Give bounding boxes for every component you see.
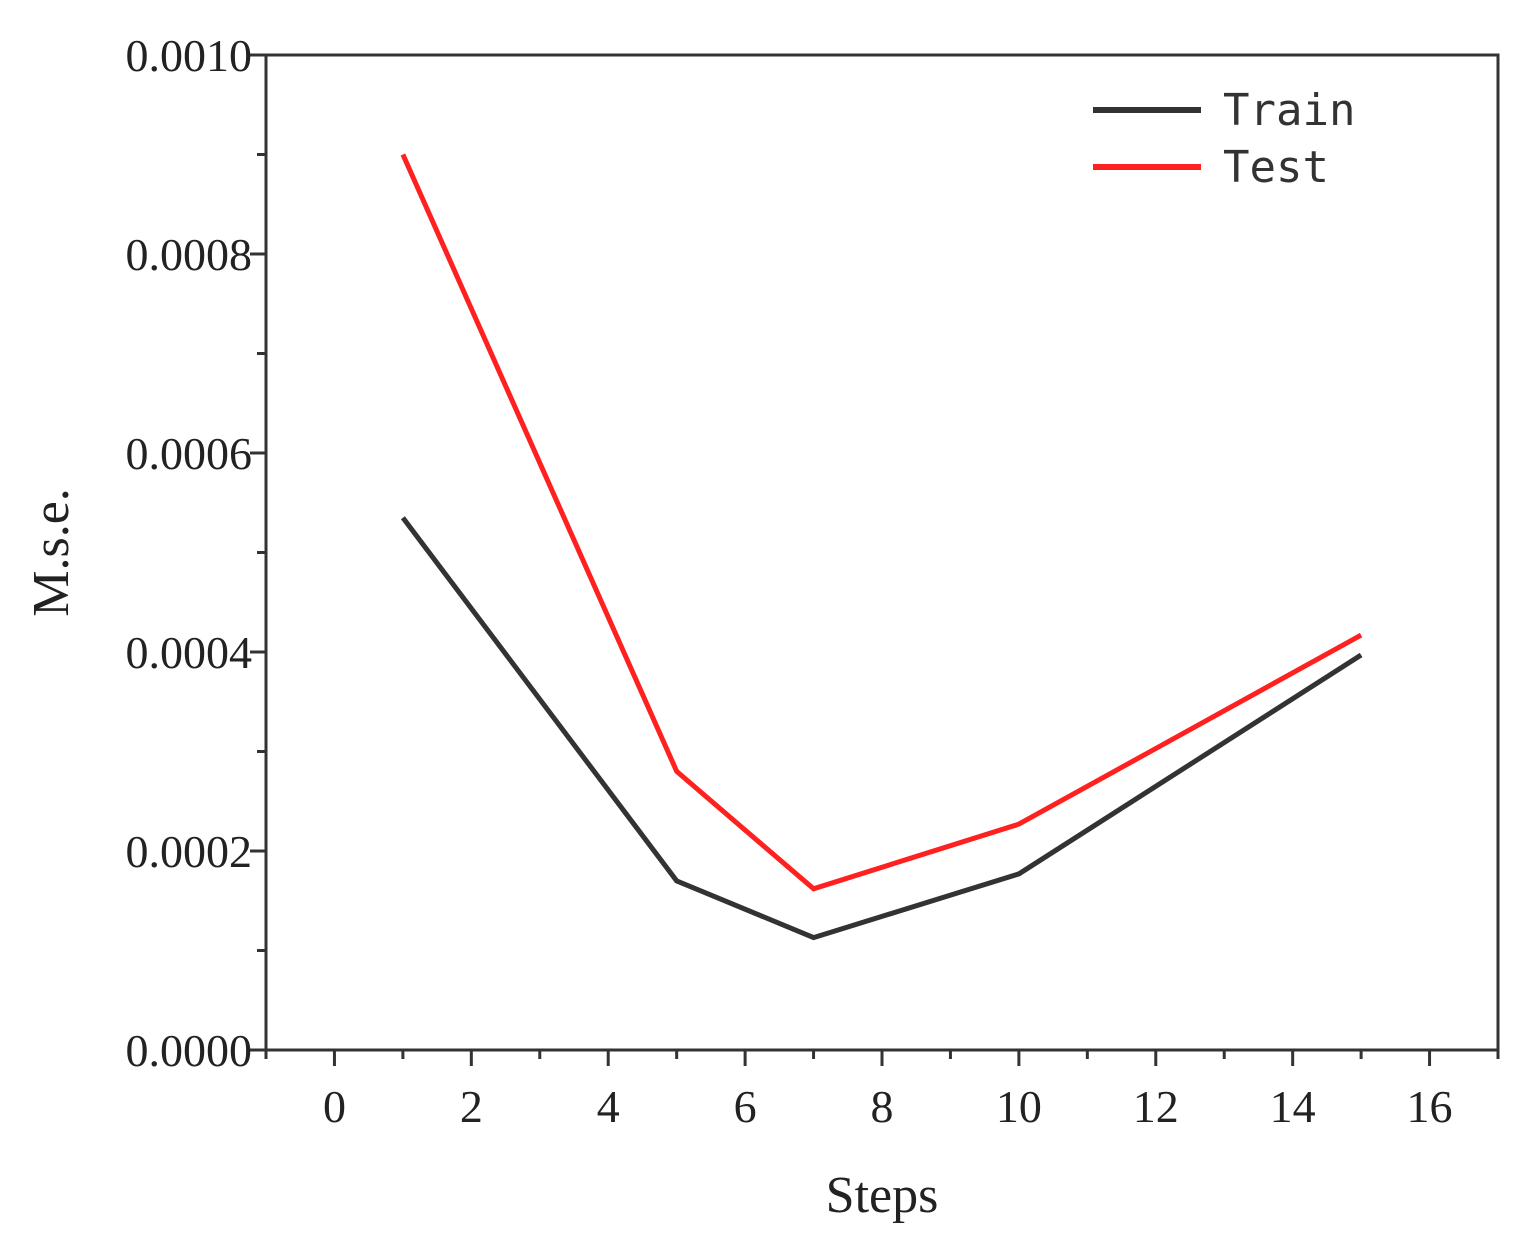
x-axis-title: Steps — [826, 1167, 939, 1224]
x-tick-label: 14 — [1270, 1081, 1316, 1132]
x-tick-label: 8 — [871, 1081, 894, 1132]
x-tick-label: 16 — [1407, 1081, 1453, 1132]
tick-labels: 0 2 4 6 8 10 12 14 16 0.0000 0.0002 0.0004 0.0006 0.0… — [126, 30, 1453, 1132]
y-tick-label: 0.0002 — [126, 826, 253, 877]
series-lines — [400, 153, 1363, 941]
legend-label-train: Train — [1223, 85, 1355, 136]
series-line-train — [400, 516, 1363, 941]
legend: Train Test — [1093, 85, 1355, 193]
x-tick-label: 0 — [323, 1081, 346, 1132]
series-line-test — [400, 153, 1363, 892]
plot-frame — [264, 53, 1500, 1052]
tick-marks — [250, 53, 1500, 1066]
legend-label-test: Test — [1223, 142, 1329, 193]
axes — [264, 53, 1500, 1052]
y-tick-label: 0.0006 — [126, 428, 253, 479]
x-tick-label: 12 — [1133, 1081, 1179, 1132]
y-tick-label: 0.0000 — [126, 1025, 253, 1076]
x-tick-label: 10 — [996, 1081, 1042, 1132]
y-tick-label: 0.0010 — [126, 30, 253, 81]
y-axis-title: M.s.e. — [23, 488, 80, 617]
x-tick-label: 6 — [734, 1081, 757, 1132]
y-tick-label: 0.0008 — [126, 229, 253, 280]
x-tick-label: 2 — [460, 1081, 483, 1132]
y-tick-label: 0.0004 — [126, 627, 253, 678]
x-tick-label: 4 — [597, 1081, 620, 1132]
